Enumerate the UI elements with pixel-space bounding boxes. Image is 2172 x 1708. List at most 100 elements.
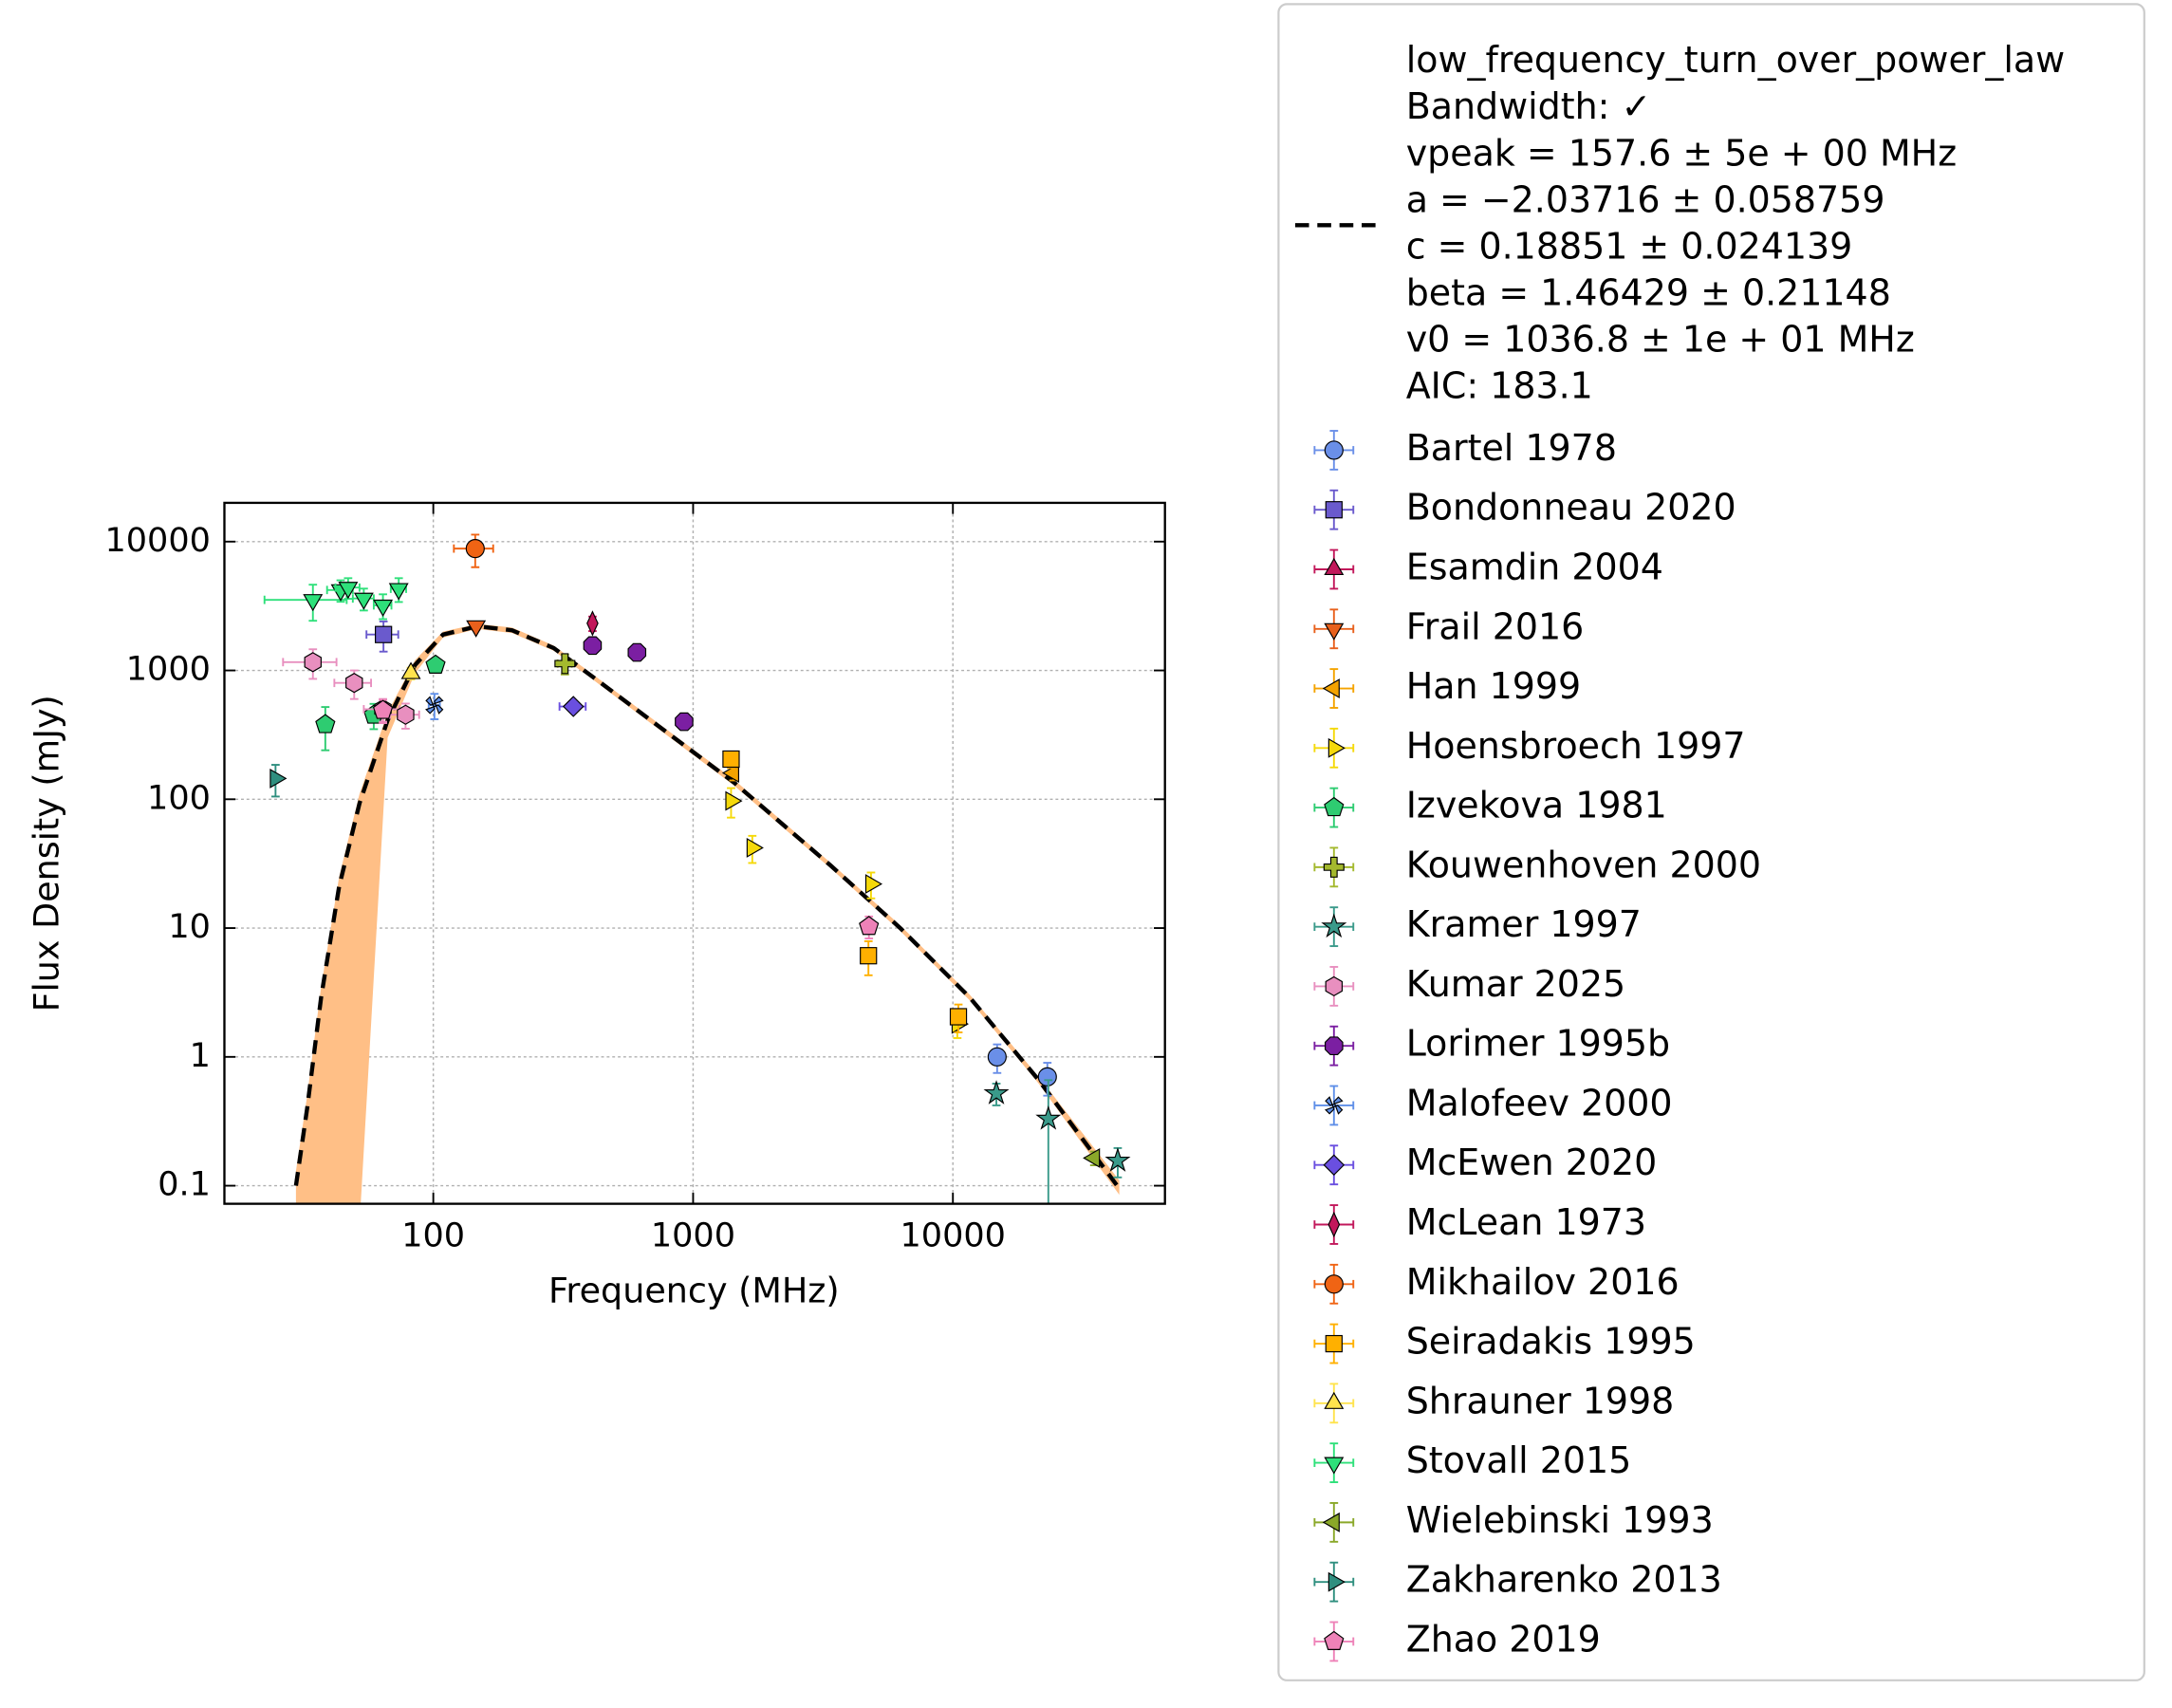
legend-fit-label: a = −2.03716 ± 0.058759 xyxy=(1406,178,1885,220)
legend-label: Malofeev 2000 xyxy=(1406,1082,1673,1123)
legend-label: Han 1999 xyxy=(1406,665,1581,707)
legend-label: Bartel 1978 xyxy=(1406,427,1617,469)
legend-label: Kramer 1997 xyxy=(1406,903,1642,945)
marker xyxy=(397,704,415,725)
marker xyxy=(1322,678,1340,699)
marker xyxy=(1324,796,1345,817)
marker xyxy=(373,599,394,618)
legend-label: Wielebinski 1993 xyxy=(1406,1499,1714,1541)
marker xyxy=(675,712,694,732)
marker xyxy=(725,790,743,811)
y-axis-label: Flux Density (mJy) xyxy=(27,695,67,1012)
marker xyxy=(1325,975,1344,997)
y-tick-label: 0.1 xyxy=(158,1165,211,1204)
marker xyxy=(315,714,336,733)
marker xyxy=(1327,1571,1346,1592)
marker xyxy=(746,837,764,858)
marker xyxy=(1037,1067,1057,1086)
legend-label: Esamdin 2004 xyxy=(1406,546,1663,587)
legend-label: Stovall 2015 xyxy=(1406,1439,1632,1481)
series xyxy=(558,696,587,717)
marker xyxy=(345,673,363,694)
legend-label: McLean 1973 xyxy=(1406,1201,1646,1243)
series xyxy=(425,693,444,720)
legend-fit-label: AIC: 183.1 xyxy=(1406,365,1593,407)
series xyxy=(983,1079,1131,1204)
fit-line xyxy=(293,623,1122,1190)
legend-label: Izvekova 1981 xyxy=(1406,785,1667,826)
x-tick-label: 1000 xyxy=(651,1216,735,1255)
marker xyxy=(1327,737,1346,758)
series xyxy=(263,577,409,622)
legend-label: Zakharenko 2013 xyxy=(1406,1559,1722,1601)
marker xyxy=(562,696,585,717)
marker xyxy=(388,583,409,601)
marker xyxy=(303,594,324,612)
series xyxy=(722,750,968,1033)
legend: low_frequency_turn_over_power_lawBandwid… xyxy=(1294,39,2065,1662)
y-tick-label: 1000 xyxy=(126,650,211,689)
series xyxy=(583,636,694,732)
plot-frame xyxy=(223,501,1166,1205)
legend-label: Hoensbroech 1997 xyxy=(1406,725,1746,767)
legend-fit-label: v0 = 1036.8 ± 1e + 01 MHz xyxy=(1406,318,1915,360)
marker xyxy=(466,620,487,638)
series xyxy=(269,764,288,798)
marker xyxy=(1035,1105,1062,1130)
marker xyxy=(465,539,485,559)
y-tick-label: 1 xyxy=(190,1036,211,1075)
marker xyxy=(1324,557,1345,576)
marker xyxy=(1324,1391,1345,1409)
marker xyxy=(375,625,393,643)
legend-label: Seiradakis 1995 xyxy=(1406,1321,1696,1363)
marker xyxy=(983,1080,1010,1105)
marker xyxy=(864,874,883,895)
marker xyxy=(1083,1147,1101,1168)
marker xyxy=(1324,440,1344,460)
legend-fit-label: beta = 1.46429 ± 0.21148 xyxy=(1406,271,1891,313)
marker xyxy=(1325,1036,1344,1055)
marker xyxy=(425,696,444,715)
marker xyxy=(583,636,603,656)
series xyxy=(466,620,487,638)
marker xyxy=(860,947,878,965)
axes: 100 1000 10000 0.1 1 10 100 1000 10000 xyxy=(105,502,1165,1255)
marker xyxy=(400,661,421,679)
marker xyxy=(269,768,288,789)
marker xyxy=(949,1008,968,1026)
legend-fit-label: c = 0.18851 ± 0.024139 xyxy=(1406,225,1853,267)
marker xyxy=(1321,913,1347,938)
series xyxy=(554,653,576,676)
x-axis-label: Frequency (MHz) xyxy=(548,1271,840,1311)
marker xyxy=(859,916,880,936)
marker xyxy=(722,750,740,769)
plot-area xyxy=(263,533,1131,1204)
legend-label: Frail 2016 xyxy=(1406,605,1585,647)
marker xyxy=(987,1047,1007,1067)
marker xyxy=(1324,1630,1345,1650)
marker xyxy=(1105,1147,1131,1172)
marker xyxy=(304,652,322,673)
y-tick-label: 10 xyxy=(168,907,211,946)
legend-label: Bondonneau 2020 xyxy=(1406,487,1736,529)
marker xyxy=(338,582,359,600)
legend-fit-label: Bandwidth: ✓ xyxy=(1406,85,1652,127)
y-tick-label: 10000 xyxy=(105,521,211,560)
series xyxy=(586,610,599,637)
marker xyxy=(372,699,394,719)
marker xyxy=(586,610,599,637)
series xyxy=(372,698,880,939)
marker xyxy=(1327,1211,1341,1238)
marker xyxy=(1324,1457,1345,1475)
series xyxy=(400,661,421,681)
legend-label: Zhao 2019 xyxy=(1406,1618,1601,1660)
legend-label: Shrauner 1998 xyxy=(1406,1380,1675,1421)
marker xyxy=(1324,1274,1344,1294)
series xyxy=(365,620,399,653)
marker xyxy=(627,642,647,662)
marker xyxy=(1323,856,1345,878)
marker xyxy=(425,654,446,674)
legend-label: Kumar 2025 xyxy=(1406,963,1625,1005)
